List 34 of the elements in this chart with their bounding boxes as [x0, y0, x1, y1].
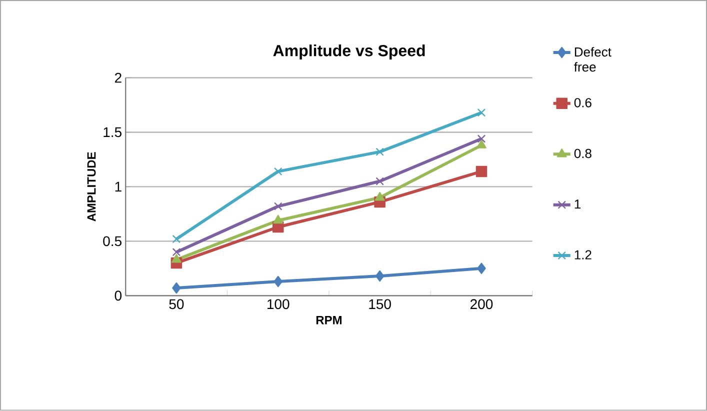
point	[376, 148, 384, 156]
y-tick-label: 2	[114, 72, 122, 83]
y-tick-label: 1.5	[104, 127, 122, 138]
point	[477, 108, 486, 117]
point	[172, 248, 181, 256]
point	[376, 177, 384, 186]
point	[476, 140, 486, 149]
legend-label: 1	[574, 200, 580, 209]
point	[172, 282, 181, 294]
point	[171, 254, 182, 263]
point	[274, 167, 282, 176]
point	[273, 214, 284, 224]
legend-label: 1.2	[574, 250, 592, 260]
y-tick-label: 0.5	[103, 236, 122, 246]
legend-label: 0.8	[574, 148, 592, 158]
x-tick-label: 150	[369, 299, 391, 310]
x-tick-label: 50	[169, 299, 184, 310]
legend-label: 0.6	[574, 98, 592, 108]
x-tick-label: 200	[470, 299, 493, 310]
y-tick-label: 1	[115, 182, 122, 192]
point	[172, 234, 181, 244]
x-tick-label: 100	[268, 299, 290, 310]
point	[375, 270, 384, 282]
chart-title: Amplitude vs Speed	[273, 44, 425, 60]
x-axis-title: RPM	[316, 316, 342, 324]
point	[274, 202, 282, 211]
point	[476, 166, 488, 178]
point	[274, 276, 282, 288]
point	[477, 134, 486, 144]
y-axis-title: AMPLITUDE	[87, 152, 96, 222]
y-tick-label: 0	[114, 290, 122, 301]
point	[374, 192, 385, 201]
point	[477, 262, 486, 274]
legend-label: Defect free	[574, 47, 612, 72]
